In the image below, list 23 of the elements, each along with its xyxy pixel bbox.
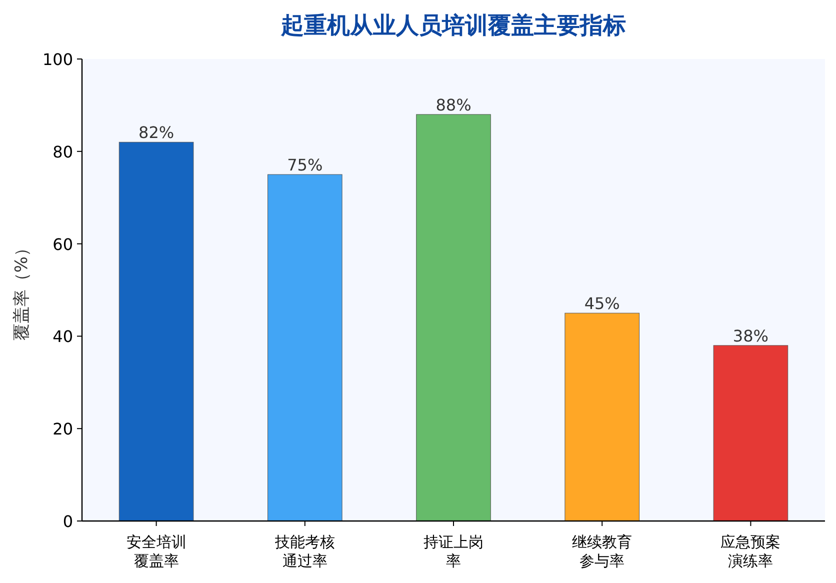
x-tick-label: 应急预案演练率 — [720, 533, 781, 570]
y-tick-label: 80 — [52, 142, 73, 162]
bar — [118, 142, 194, 522]
data-label: 88% — [436, 95, 472, 114]
bar — [268, 174, 342, 522]
bar — [713, 345, 788, 522]
data-label: 82% — [138, 123, 174, 142]
y-axis-title: 覆盖率（%） — [12, 239, 32, 341]
bar — [416, 114, 491, 522]
x-tick-label: 持证上岗率 — [424, 533, 484, 570]
data-label: 75% — [287, 156, 323, 174]
x-tick-label: 安全培训覆盖率 — [126, 533, 186, 570]
data-label: 38% — [732, 326, 768, 346]
data-label: 45% — [584, 294, 620, 314]
y-tick-label: 60 — [52, 234, 73, 254]
y-tick-label: 40 — [52, 327, 73, 346]
y-tick-label: 20 — [52, 420, 73, 439]
x-tick-label: 技能考核通过率 — [274, 533, 335, 570]
y-tick-label: 0 — [62, 512, 73, 531]
x-tick-label: 继续教育参与率 — [572, 533, 632, 570]
bar — [564, 312, 640, 522]
y-tick-label: 100 — [42, 50, 73, 69]
chart-title: 起重机从业人员培训覆盖主要指标 — [280, 12, 626, 39]
